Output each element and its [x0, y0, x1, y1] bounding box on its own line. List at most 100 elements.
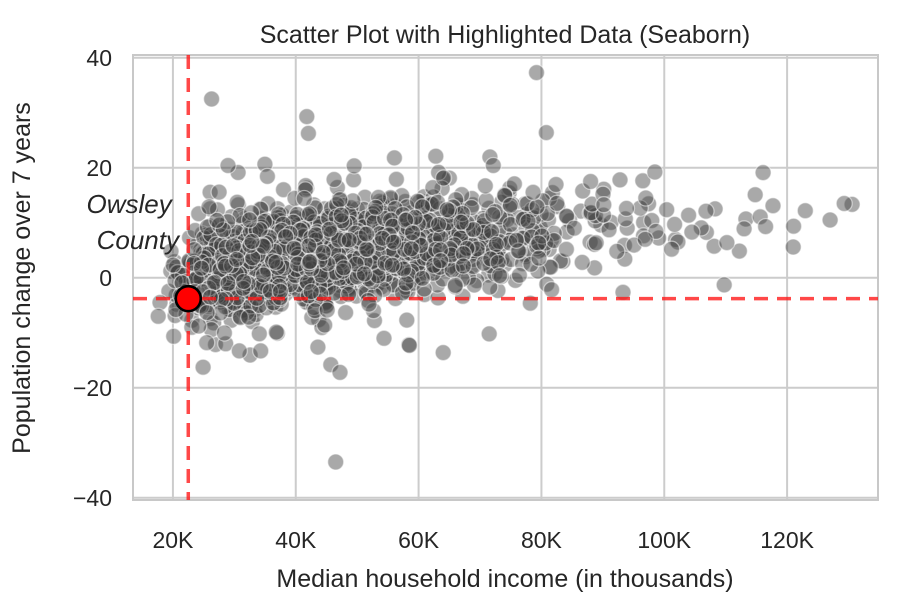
highlighted-point-owsley-county: [174, 284, 203, 313]
data-point: [548, 194, 566, 213]
data-point: [542, 281, 561, 299]
data-point: [228, 193, 246, 211]
data-point: [229, 163, 247, 182]
data-point: [240, 308, 258, 326]
data-point: [165, 327, 183, 345]
data-point: [210, 183, 228, 201]
data-point: [547, 175, 565, 194]
data-point: [331, 363, 349, 382]
data-point: [524, 183, 542, 201]
data-point: [369, 188, 388, 207]
annotation-line-1: Owsley: [87, 189, 174, 219]
data-point: [490, 266, 509, 285]
data-point: [446, 276, 464, 295]
data-point: [501, 215, 520, 234]
data-point: [835, 194, 853, 213]
data-point: [357, 240, 376, 258]
data-point: [452, 213, 470, 231]
data-point: [507, 231, 526, 249]
data-point: [198, 303, 216, 322]
data-point: [327, 195, 346, 214]
y-tick-label: −40: [73, 485, 112, 511]
data-point: [335, 259, 353, 277]
x-axis-label: Median household income (in thousands): [276, 565, 733, 593]
data-point: [496, 186, 514, 205]
data-point: [250, 325, 268, 343]
data-point: [277, 228, 295, 246]
data-point: [325, 170, 343, 189]
data-point: [821, 211, 839, 229]
data-point: [252, 342, 270, 360]
data-point: [202, 90, 221, 108]
data-point: [557, 207, 576, 225]
data-point: [336, 231, 354, 249]
y-axis-label: Population change over 7 years: [8, 102, 36, 454]
data-point: [519, 212, 537, 230]
data-point: [309, 338, 327, 356]
data-point: [705, 237, 723, 255]
data-point: [692, 219, 710, 237]
data-point: [480, 325, 498, 343]
data-point: [735, 220, 753, 238]
x-tick-label: 60K: [398, 527, 440, 553]
data-point: [302, 282, 320, 301]
data-point: [412, 236, 430, 255]
data-point: [387, 170, 406, 188]
data-point: [298, 273, 316, 291]
data-point: [751, 208, 769, 226]
data-point: [715, 276, 733, 294]
data-point: [234, 272, 253, 291]
data-point: [299, 124, 318, 143]
data-point: [397, 274, 415, 292]
data-point: [375, 329, 393, 347]
data-point: [344, 171, 363, 189]
data-point: [458, 214, 476, 232]
y-tick-label: 20: [86, 155, 112, 181]
y-tick-label: 40: [86, 45, 112, 71]
data-point: [327, 453, 345, 471]
tick-labels: 20K 40K 60K 80K 100K 120K 40 20 0 −20 −40: [73, 45, 815, 553]
data-point: [300, 237, 318, 255]
data-point: [267, 323, 285, 341]
data-point: [393, 284, 412, 302]
data-point: [454, 245, 473, 263]
data-point: [296, 181, 315, 199]
data-point: [333, 212, 351, 230]
data-point: [509, 242, 527, 260]
data-point: [438, 201, 456, 219]
data-point: [344, 192, 362, 210]
x-tick-label: 120K: [760, 527, 814, 553]
data-point: [486, 202, 504, 221]
annotation-owsley-county: Owsley County: [87, 189, 181, 255]
data-point: [573, 253, 591, 272]
data-point: [764, 197, 782, 215]
data-point: [190, 205, 208, 223]
data-point: [320, 220, 339, 238]
data-point: [666, 230, 685, 249]
scatter-points: [149, 63, 861, 471]
data-point: [297, 176, 315, 195]
data-point: [269, 205, 288, 223]
highlight-layer: [174, 284, 203, 313]
data-point: [295, 189, 313, 208]
data-point: [355, 265, 374, 283]
data-point: [557, 240, 576, 258]
data-point: [631, 199, 649, 217]
data-point: [581, 172, 600, 191]
data-point: [482, 222, 501, 241]
data-point: [658, 201, 676, 219]
data-point: [754, 163, 772, 182]
data-point: [285, 239, 303, 257]
data-point: [373, 229, 392, 247]
grid: [133, 55, 878, 500]
data-point: [481, 148, 499, 166]
data-point: [268, 324, 287, 342]
data-point: [505, 175, 524, 193]
data-point: [484, 205, 502, 224]
data-point: [230, 342, 248, 360]
data-point: [487, 235, 505, 254]
data-point: [434, 169, 453, 187]
data-point: [198, 334, 216, 352]
x-tick-label: 100K: [637, 527, 691, 553]
